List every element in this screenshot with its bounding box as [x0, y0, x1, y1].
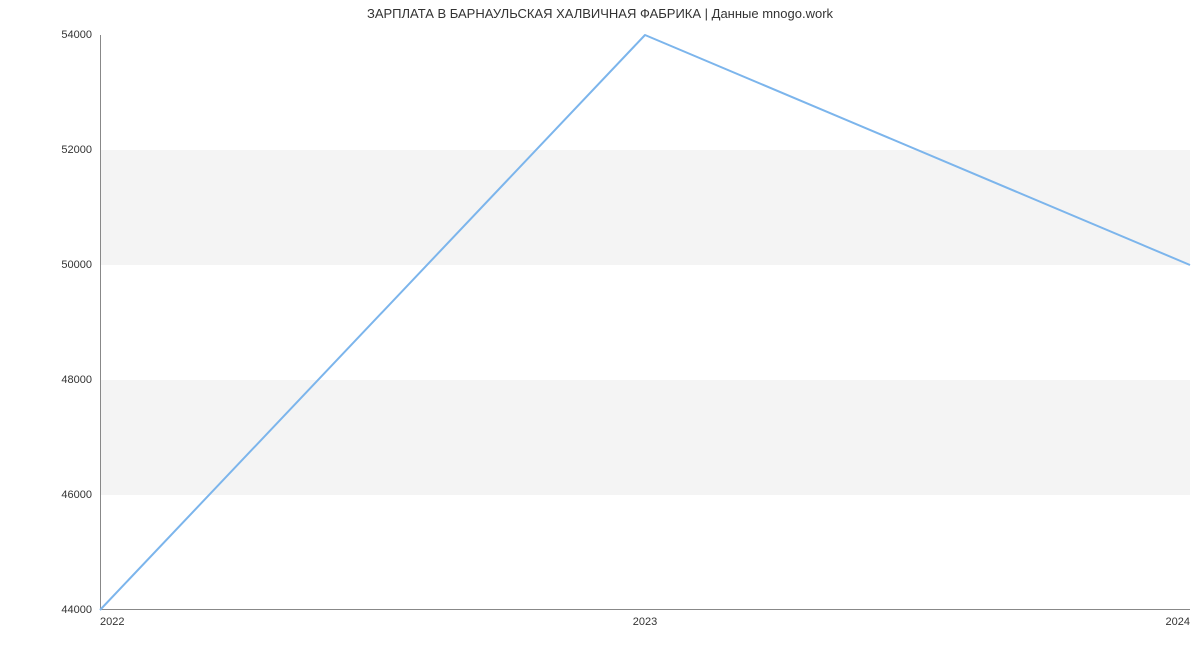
- chart-title: ЗАРПЛАТА В БАРНАУЛЬСКАЯ ХАЛВИЧНАЯ ФАБРИК…: [0, 6, 1200, 21]
- series-line-salary: [100, 35, 1190, 610]
- plot-area: 4400046000480005000052000540002022202320…: [100, 35, 1190, 610]
- y-tick-label: 52000: [61, 144, 100, 156]
- y-tick-label: 50000: [61, 259, 100, 271]
- y-tick-label: 46000: [61, 489, 100, 501]
- chart-container: ЗАРПЛАТА В БАРНАУЛЬСКАЯ ХАЛВИЧНАЯ ФАБРИК…: [0, 0, 1200, 650]
- y-tick-label: 48000: [61, 374, 100, 386]
- line-layer: [100, 35, 1190, 610]
- x-tick-label: 2024: [1166, 610, 1190, 628]
- y-tick-label: 54000: [61, 29, 100, 41]
- x-tick-label: 2022: [100, 610, 124, 628]
- x-tick-label: 2023: [633, 610, 657, 628]
- y-tick-label: 44000: [61, 604, 100, 616]
